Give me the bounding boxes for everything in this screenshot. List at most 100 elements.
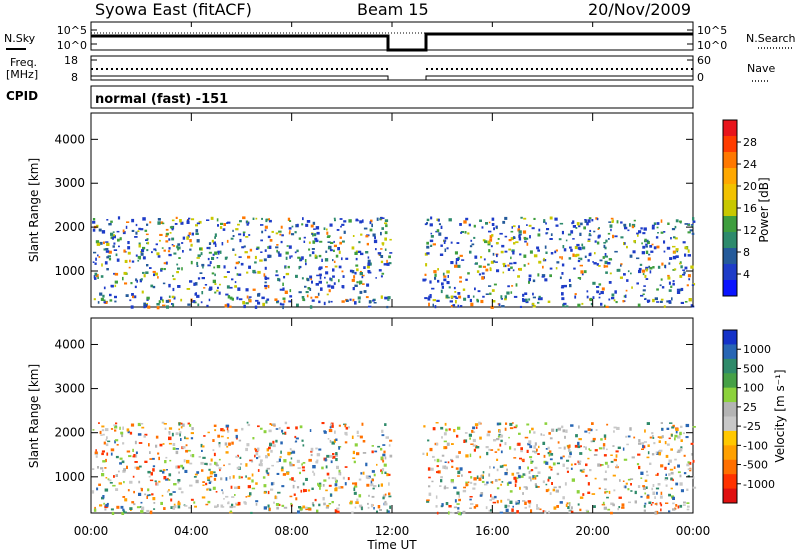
echo-mark [675, 430, 678, 434]
echo-mark [540, 433, 543, 436]
echo-mark [607, 508, 611, 511]
echo-mark [168, 473, 172, 477]
echo-mark [679, 431, 682, 436]
echo-mark [491, 289, 495, 292]
echo-mark [490, 449, 494, 451]
echo-mark [602, 501, 605, 505]
echo-mark [237, 454, 239, 458]
echo-mark [600, 464, 604, 466]
echo-mark [165, 456, 168, 459]
echo-mark [691, 225, 694, 228]
echo-mark [659, 436, 663, 439]
echo-mark [446, 270, 450, 274]
echo-mark [94, 506, 96, 510]
echo-mark [584, 270, 587, 274]
echo-mark [178, 428, 180, 431]
echo-mark [373, 239, 378, 244]
echo-mark [502, 271, 505, 274]
echo-mark [587, 238, 591, 241]
echo-mark [169, 459, 172, 462]
echo-mark [203, 287, 206, 289]
echo-mark [644, 274, 647, 278]
echo-mark [166, 469, 168, 471]
echo-mark [595, 429, 598, 431]
echo-mark [301, 277, 304, 280]
echo-mark [379, 509, 382, 511]
echo-mark [329, 439, 332, 443]
echo-mark [175, 448, 179, 450]
echo-mark [175, 216, 178, 219]
echo-mark [565, 429, 568, 433]
power-colorbar-swatch-2 [723, 152, 737, 169]
echo-mark [457, 470, 461, 475]
echo-mark [426, 499, 430, 502]
echo-mark [329, 454, 333, 458]
echo-mark [323, 227, 326, 230]
echo-mark [690, 265, 694, 269]
echo-mark [301, 466, 305, 469]
echo-mark [295, 497, 298, 501]
echo-mark [442, 272, 445, 276]
echo-mark [583, 446, 585, 448]
station-title: Syowa East (fitACF) [95, 0, 252, 19]
echo-mark [633, 240, 636, 243]
echo-mark [683, 271, 686, 274]
echo-mark [101, 452, 104, 456]
echo-mark [634, 500, 637, 504]
echo-mark [637, 303, 641, 307]
echo-mark [316, 453, 321, 457]
echo-mark [93, 298, 96, 301]
echo-mark [232, 475, 235, 479]
echo-mark [588, 253, 592, 257]
echo-mark [553, 506, 557, 510]
echo-mark [517, 442, 521, 446]
echo-mark [510, 266, 513, 269]
echo-mark [285, 272, 290, 276]
echo-mark [561, 297, 565, 301]
echo-mark [104, 301, 108, 304]
echo-mark [163, 423, 167, 425]
echo-mark [556, 505, 559, 508]
echo-mark [125, 225, 128, 229]
echo-mark [536, 486, 540, 488]
echo-mark [427, 467, 431, 471]
echo-mark [316, 231, 320, 235]
echo-mark [422, 452, 425, 455]
echo-mark [265, 455, 268, 459]
echo-mark [679, 220, 682, 223]
echo-mark [171, 219, 175, 222]
echo-mark [641, 448, 644, 450]
echo-mark [159, 443, 163, 447]
echo-mark [147, 470, 151, 474]
echo-mark [496, 253, 498, 258]
echo-mark [641, 251, 645, 255]
echo-mark [109, 293, 112, 297]
echo-mark [505, 508, 509, 512]
echo-mark [604, 253, 607, 257]
echo-mark [189, 462, 193, 465]
echo-mark [356, 452, 360, 456]
echo-mark [683, 501, 686, 504]
echo-mark [327, 241, 331, 243]
echo-mark [333, 439, 336, 443]
echo-mark [299, 265, 302, 269]
echo-mark [229, 510, 232, 513]
echo-mark [361, 276, 364, 279]
echo-mark [209, 463, 212, 466]
echo-mark [556, 261, 560, 264]
echo-mark [493, 227, 495, 231]
echo-mark [672, 269, 676, 271]
echo-mark [516, 472, 520, 475]
echo-mark [187, 303, 191, 306]
echo-mark [380, 456, 384, 460]
echo-mark [638, 230, 642, 234]
power-colorbar-swatch-10 [723, 280, 737, 297]
echo-mark [608, 490, 611, 494]
echo-mark [504, 298, 507, 301]
echo-mark [294, 435, 297, 439]
echo-mark [368, 475, 371, 479]
echo-mark [607, 262, 611, 265]
echo-mark [314, 237, 318, 241]
echo-mark [671, 297, 673, 301]
echo-mark [677, 435, 681, 439]
